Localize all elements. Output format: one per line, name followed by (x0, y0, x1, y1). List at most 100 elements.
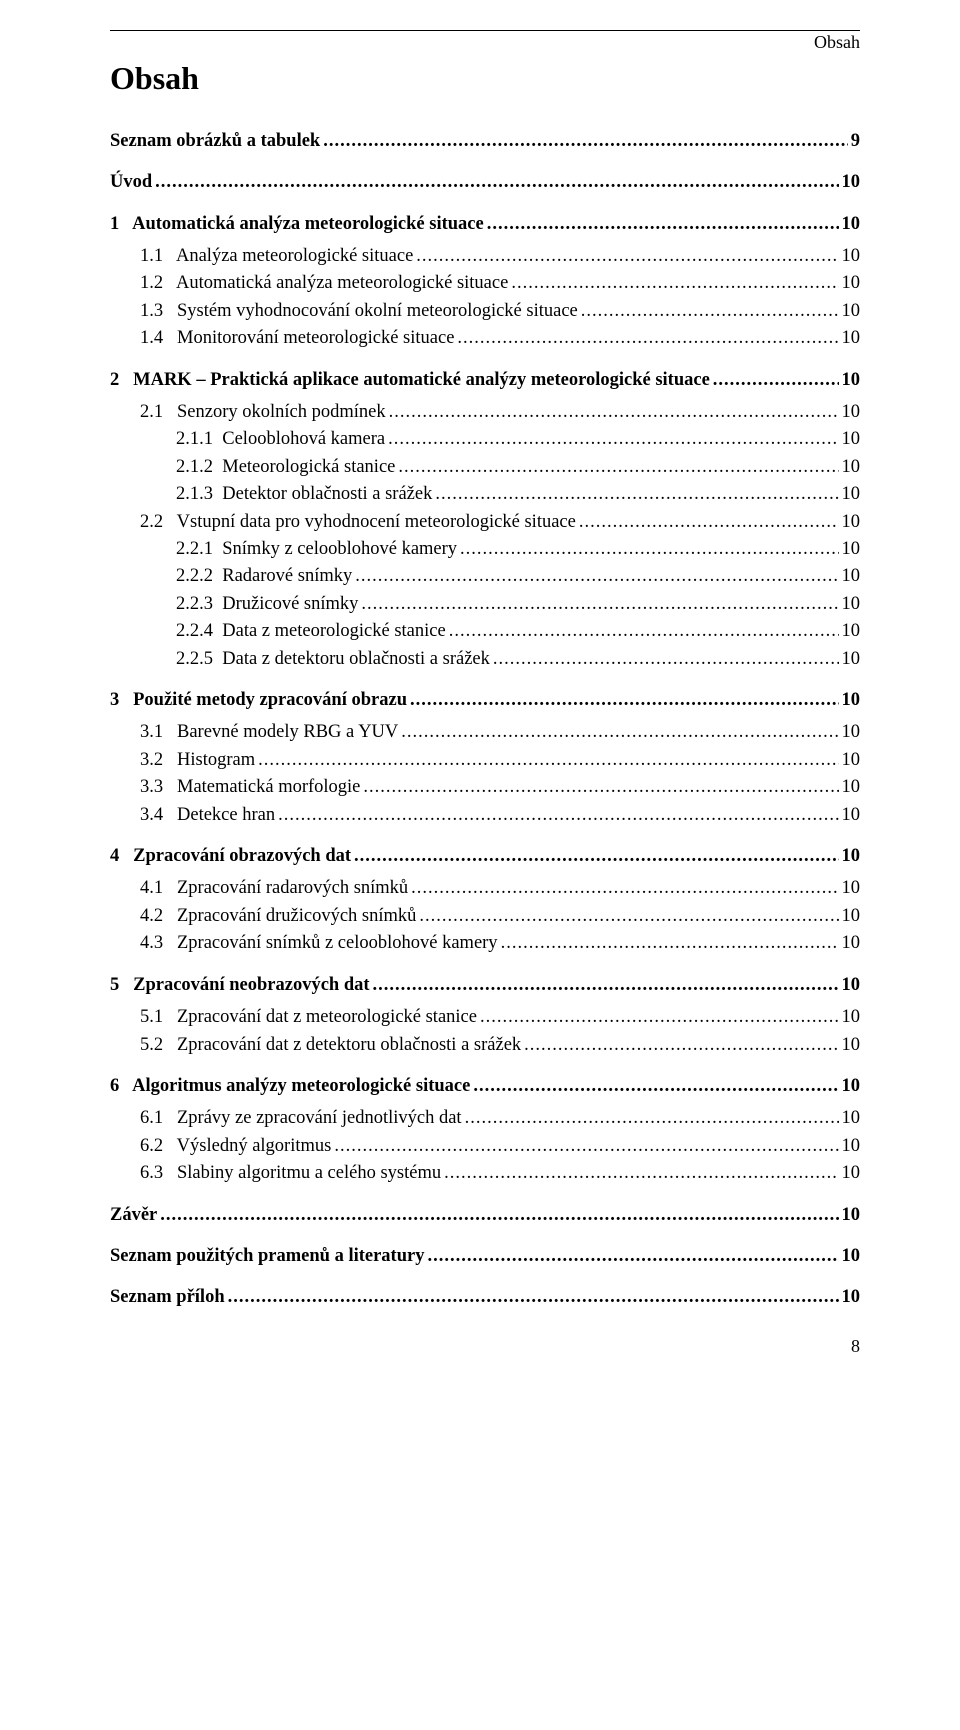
toc-entry-page: 10 (842, 170, 861, 194)
toc-entry: 2.2.4 Data z meteorologické stanice 10 (110, 618, 860, 645)
toc-entry: 4.2 Zpracování družicových snímků 10 (110, 902, 860, 929)
toc-entry-label: 5.2 Zpracování dat z detektoru oblačnost… (140, 1033, 521, 1057)
toc-entry-label: Závěr (110, 1203, 157, 1227)
toc-entry: Závěr 10 (110, 1201, 860, 1228)
toc-entry-page: 10 (842, 1033, 861, 1057)
toc-leader (228, 1285, 839, 1309)
toc-leader (389, 400, 839, 424)
toc-leader (511, 271, 838, 295)
toc-entry-label: 1.4 Monitorování meteorologické situace (140, 326, 454, 350)
toc-entry: 3.2 Histogram 10 (110, 746, 860, 773)
toc-entry: 4.3 Zpracování snímků z celooblohové kam… (110, 930, 860, 957)
toc-entry: 6.3 Slabiny algoritmu a celého systému 1… (110, 1160, 860, 1187)
toc-entry-label: 1 Automatická analýza meteorologické sit… (110, 212, 484, 236)
toc-leader (713, 368, 839, 392)
toc-entry: 3.3 Matematická morfologie 10 (110, 774, 860, 801)
toc-leader (258, 748, 838, 772)
toc-entry: 2.2.3 Družicové snímky 10 (110, 590, 860, 617)
toc-entry: 1.4 Monitorování meteorologické situace … (110, 325, 860, 352)
toc-entry-label: 4.3 Zpracování snímků z celooblohové kam… (140, 931, 498, 955)
table-of-contents: Seznam obrázků a tabulek 9 Úvod 10 1 Autom… (110, 127, 860, 1311)
toc-entry: Seznam obrázků a tabulek 9 (110, 127, 860, 154)
toc-entry-page: 10 (842, 427, 861, 451)
page-title: Obsah (110, 57, 860, 99)
toc-entry: 6.1 Zprávy ze zpracování jednotlivých da… (110, 1105, 860, 1132)
toc-entry-page: 10 (842, 1074, 861, 1098)
toc-entry-page: 10 (842, 904, 861, 928)
toc-entry: Úvod 10 (110, 169, 860, 196)
toc-entry-label: 6.3 Slabiny algoritmu a celého systému (140, 1161, 441, 1185)
toc-entry-page: 10 (842, 271, 861, 295)
toc-entry-page: 10 (842, 803, 861, 827)
toc-entry-page: 10 (842, 1285, 861, 1309)
toc-entry-label: 3.3 Matematická morfologie (140, 775, 360, 799)
toc-entry-label: 2.2 Vstupní data pro vyhodnocení meteoro… (140, 510, 576, 534)
toc-entry: 2.1.1 Celooblohová kamera 10 (110, 426, 860, 453)
toc-leader (361, 592, 838, 616)
toc-entry-page: 10 (842, 368, 861, 392)
toc-entry: 2.1.3 Detektor oblačnosti a srážek 10 (110, 481, 860, 508)
toc-entry-page: 10 (842, 931, 861, 955)
toc-entry: Seznam použitých pramenů a literatury 10 (110, 1242, 860, 1269)
toc-entry: 2.1 Senzory okolních podmínek 10 (110, 398, 860, 425)
toc-entry-page: 10 (842, 299, 861, 323)
toc-entry-label: 2 MARK – Praktická aplikace automatické … (110, 368, 710, 392)
toc-entry: 1.2 Automatická analýza meteorologické s… (110, 270, 860, 297)
toc-entry-page: 10 (842, 455, 861, 479)
toc-leader (465, 1106, 839, 1130)
toc-entry: 2.2 Vstupní data pro vyhodnocení meteoro… (110, 508, 860, 535)
toc-leader (473, 1074, 838, 1098)
toc-entry-page: 10 (842, 647, 861, 671)
toc-entry-label: 5.1 Zpracování dat z meteorologické stan… (140, 1005, 477, 1029)
toc-entry: 2 MARK – Praktická aplikace automatické … (110, 366, 860, 393)
toc-leader (524, 1033, 838, 1057)
toc-entry-label: 6 Algoritmus analýzy meteorologické situ… (110, 1074, 470, 1098)
toc-entry-label: 2.2.3 Družicové snímky (176, 592, 358, 616)
toc-leader (427, 1244, 838, 1268)
toc-entry-page: 10 (842, 688, 861, 712)
toc-entry-label: 2.2.1 Snímky z celooblohové kamery (176, 537, 457, 561)
toc-entry: 2.2.1 Snímky z celooblohové kamery 10 (110, 536, 860, 563)
toc-entry-page: 10 (842, 775, 861, 799)
toc-leader (354, 844, 838, 868)
toc-entry-page: 10 (842, 537, 861, 561)
toc-entry-label: 1.1 Analýza meteorologické situace (140, 244, 413, 268)
toc-entry-label: 2.1.2 Meteorologická stanice (176, 455, 395, 479)
toc-entry-label: 2.2.5 Data z detektoru oblačnosti a sráž… (176, 647, 490, 671)
toc-entry: 4.1 Zpracování radarových snímků 10 (110, 875, 860, 902)
toc-entry: 1 Automatická analýza meteorologické sit… (110, 210, 860, 237)
toc-entry-label: 2.2.4 Data z meteorologické stanice (176, 619, 446, 643)
toc-entry-label: 4 Zpracování obrazových dat (110, 844, 351, 868)
toc-entry-label: 3.2 Histogram (140, 748, 255, 772)
toc-entry-page: 10 (842, 400, 861, 424)
toc-leader (435, 482, 838, 506)
toc-entry-page: 10 (842, 876, 861, 900)
toc-leader (493, 647, 839, 671)
toc-entry-page: 10 (842, 326, 861, 350)
toc-entry: 2.1.2 Meteorologická stanice 10 (110, 453, 860, 480)
running-header: Obsah (814, 31, 860, 55)
toc-entry: 5.2 Zpracování dat z detektoru oblačnost… (110, 1031, 860, 1058)
toc-entry: 1.1 Analýza meteorologické situace 10 (110, 242, 860, 269)
toc-entry-label: 3.1 Barevné modely RBG a YUV (140, 720, 398, 744)
toc-entry-label: 4.2 Zpracování družicových snímků (140, 904, 416, 928)
toc-leader (419, 904, 838, 928)
toc-entry-page: 10 (842, 1203, 861, 1227)
toc-leader (416, 244, 838, 268)
toc-entry-label: 2.1.1 Celooblohová kamera (176, 427, 385, 451)
toc-leader (160, 1203, 838, 1227)
toc-entry: Seznam příloh 10 (110, 1284, 860, 1311)
toc-leader (457, 326, 838, 350)
toc-entry-label: 3 Použité metody zpracování obrazu (110, 688, 407, 712)
toc-entry-page: 9 (851, 129, 860, 153)
toc-entry-label: 4.1 Zpracování radarových snímků (140, 876, 408, 900)
toc-entry-page: 10 (842, 212, 861, 236)
toc-entry-label: Seznam obrázků a tabulek (110, 129, 320, 153)
toc-leader (444, 1161, 838, 1185)
toc-entry: 6.2 Výsledný algoritmus 10 (110, 1132, 860, 1159)
toc-entry-label: 2.1 Senzory okolních podmínek (140, 400, 386, 424)
toc-entry-page: 10 (842, 564, 861, 588)
toc-entry: 5 Zpracování neobrazových dat 10 (110, 971, 860, 998)
toc-leader (487, 212, 839, 236)
toc-leader (410, 688, 839, 712)
